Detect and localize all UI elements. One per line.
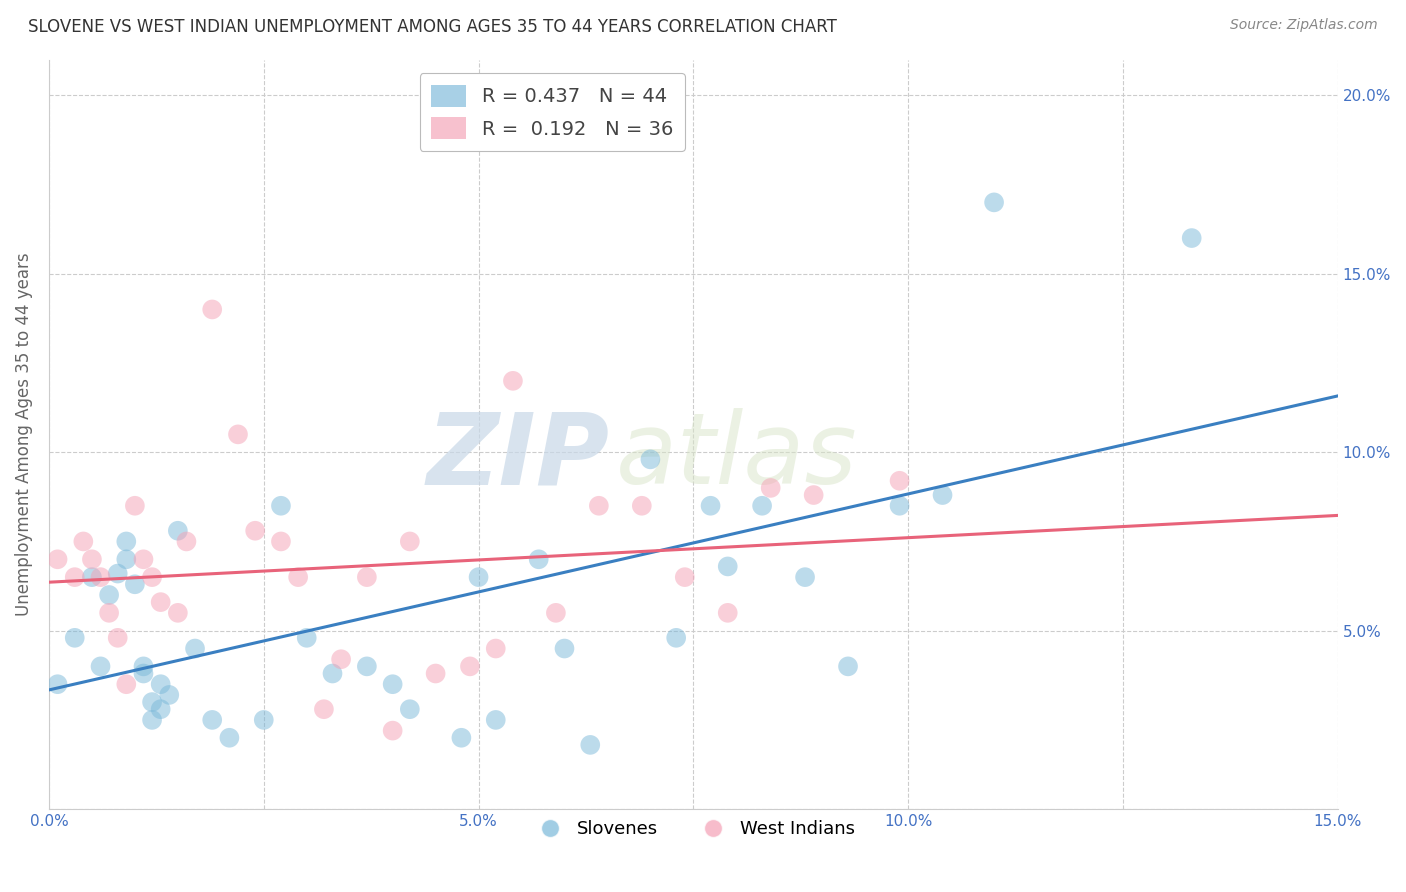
Point [312, 702, 335, 716]
Text: Source: ZipAtlas.com: Source: ZipAtlas.com [1230, 18, 1378, 32]
Point [295, 631, 318, 645]
Point [98, 606, 121, 620]
Point [553, 641, 575, 656]
Point [485, 713, 508, 727]
Point [398, 534, 420, 549]
Point [425, 666, 447, 681]
Point [665, 631, 688, 645]
Point [149, 595, 172, 609]
Point [166, 606, 188, 620]
Point [132, 552, 155, 566]
Point [115, 534, 138, 549]
Point [983, 195, 1005, 210]
Point [201, 713, 224, 727]
Point [837, 659, 859, 673]
Point [630, 499, 652, 513]
Point [166, 524, 188, 538]
Point [381, 677, 404, 691]
Point [253, 713, 276, 727]
Text: SLOVENE VS WEST INDIAN UNEMPLOYMENT AMONG AGES 35 TO 44 YEARS CORRELATION CHART: SLOVENE VS WEST INDIAN UNEMPLOYMENT AMON… [28, 18, 837, 36]
Point [157, 688, 180, 702]
Text: ZIP: ZIP [426, 409, 610, 506]
Legend: Slovenes, West Indians: Slovenes, West Indians [524, 813, 862, 845]
Point [270, 499, 292, 513]
Point [115, 677, 138, 691]
Y-axis label: Unemployment Among Ages 35 to 44 years: Unemployment Among Ages 35 to 44 years [15, 252, 32, 616]
Point [124, 499, 146, 513]
Point [527, 552, 550, 566]
Point [132, 666, 155, 681]
Point [330, 652, 353, 666]
Point [717, 559, 740, 574]
Point [588, 499, 610, 513]
Point [751, 499, 773, 513]
Point [1181, 231, 1204, 245]
Point [226, 427, 249, 442]
Point [931, 488, 953, 502]
Point [673, 570, 696, 584]
Point [717, 606, 740, 620]
Point [115, 552, 138, 566]
Point [72, 534, 94, 549]
Point [89, 659, 111, 673]
Point [398, 702, 420, 716]
Point [502, 374, 524, 388]
Point [80, 552, 103, 566]
Point [46, 677, 69, 691]
Point [107, 566, 129, 581]
Point [98, 588, 121, 602]
Point [287, 570, 309, 584]
Point [201, 302, 224, 317]
Point [243, 524, 266, 538]
Point [803, 488, 825, 502]
Point [63, 631, 86, 645]
Point [356, 659, 378, 673]
Point [89, 570, 111, 584]
Point [107, 631, 129, 645]
Point [132, 659, 155, 673]
Point [218, 731, 240, 745]
Point [759, 481, 782, 495]
Point [141, 695, 163, 709]
Point [889, 474, 911, 488]
Point [450, 731, 472, 745]
Point [141, 570, 163, 584]
Point [458, 659, 481, 673]
Point [184, 641, 207, 656]
Point [699, 499, 721, 513]
Point [544, 606, 567, 620]
Point [141, 713, 163, 727]
Point [149, 702, 172, 716]
Point [63, 570, 86, 584]
Point [176, 534, 198, 549]
Point [381, 723, 404, 738]
Point [356, 570, 378, 584]
Point [889, 499, 911, 513]
Point [270, 534, 292, 549]
Point [794, 570, 817, 584]
Point [149, 677, 172, 691]
Point [485, 641, 508, 656]
Point [579, 738, 602, 752]
Point [321, 666, 343, 681]
Point [46, 552, 69, 566]
Point [80, 570, 103, 584]
Text: atlas: atlas [616, 409, 858, 506]
Point [124, 577, 146, 591]
Point [640, 452, 662, 467]
Point [467, 570, 489, 584]
